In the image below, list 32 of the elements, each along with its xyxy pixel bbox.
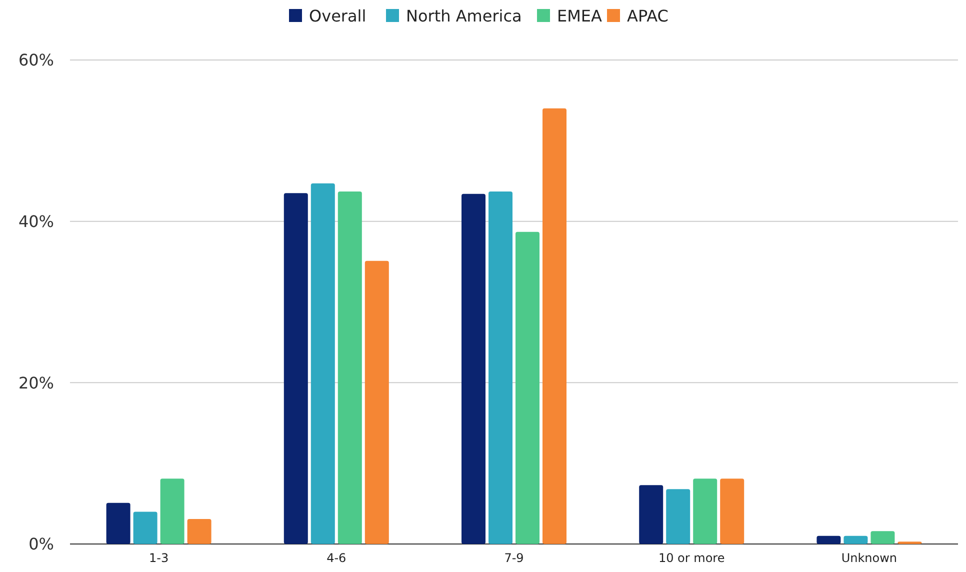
x-tick-label: Unknown xyxy=(841,551,898,565)
y-tick-label: 60% xyxy=(18,50,54,70)
legend-label: EMEA xyxy=(557,6,602,26)
legend-label: APAC xyxy=(627,6,668,26)
bar xyxy=(106,502,130,544)
bar xyxy=(844,536,868,544)
bar xyxy=(284,193,308,544)
bar xyxy=(160,478,184,544)
y-tick-label: 40% xyxy=(18,212,54,231)
bar xyxy=(488,191,512,544)
bar xyxy=(364,260,389,544)
bar xyxy=(666,489,690,544)
y-tick-label: 0% xyxy=(28,534,54,554)
bar xyxy=(516,232,540,544)
legend-label: North America xyxy=(406,6,522,26)
bar xyxy=(720,478,744,544)
bar xyxy=(542,108,566,544)
bar xyxy=(639,485,664,544)
bar xyxy=(310,183,335,544)
bar xyxy=(133,512,158,544)
legend-label: Overall xyxy=(309,6,366,26)
y-tick-label: 20% xyxy=(18,373,54,392)
x-tick-label: 10 or more xyxy=(658,551,725,565)
bar xyxy=(870,531,895,544)
bar xyxy=(462,194,486,544)
x-tick-label: 4-6 xyxy=(326,551,346,565)
bar xyxy=(338,191,362,544)
bar xyxy=(693,478,718,544)
x-tick-label: 7-9 xyxy=(504,551,524,565)
bar xyxy=(187,518,212,544)
x-tick-label: 1-3 xyxy=(148,551,169,565)
bar xyxy=(816,536,841,544)
